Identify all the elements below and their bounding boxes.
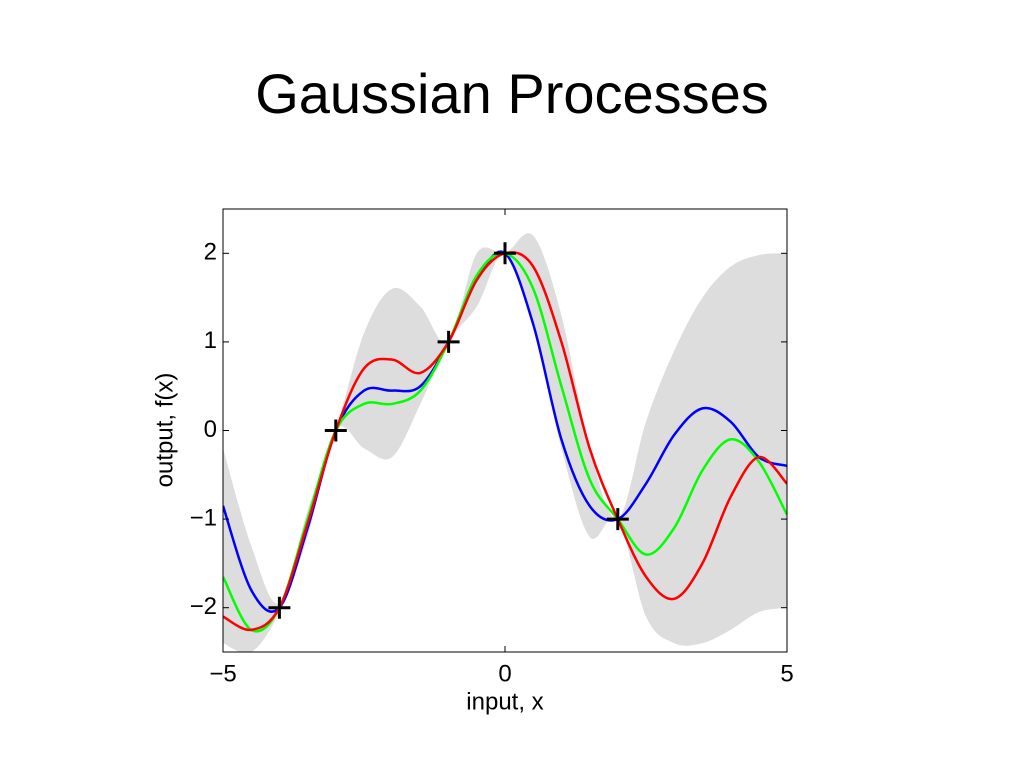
observation-marker: [268, 596, 291, 619]
slide-title: Gaussian Processes: [255, 62, 769, 125]
observation-marker: [437, 330, 460, 353]
y-tick-label: 0: [204, 416, 217, 443]
x-tick-label: 5: [780, 660, 793, 687]
y-tick-label: −1: [190, 504, 217, 531]
observation-marker: [606, 508, 629, 531]
y-axis-label: output, f(x): [151, 373, 178, 488]
y-tick-label: 2: [204, 239, 217, 266]
observation-marker: [324, 419, 347, 442]
observation-marker: [494, 242, 516, 265]
y-tick-label: −2: [190, 593, 217, 620]
y-tick-label: 1: [204, 327, 217, 354]
confidence-band: [223, 233, 787, 652]
x-axis-label: input, x: [466, 688, 543, 715]
x-tick-label: 0: [498, 660, 511, 687]
x-tick-label: −5: [209, 660, 236, 687]
plot-area: [223, 233, 787, 652]
